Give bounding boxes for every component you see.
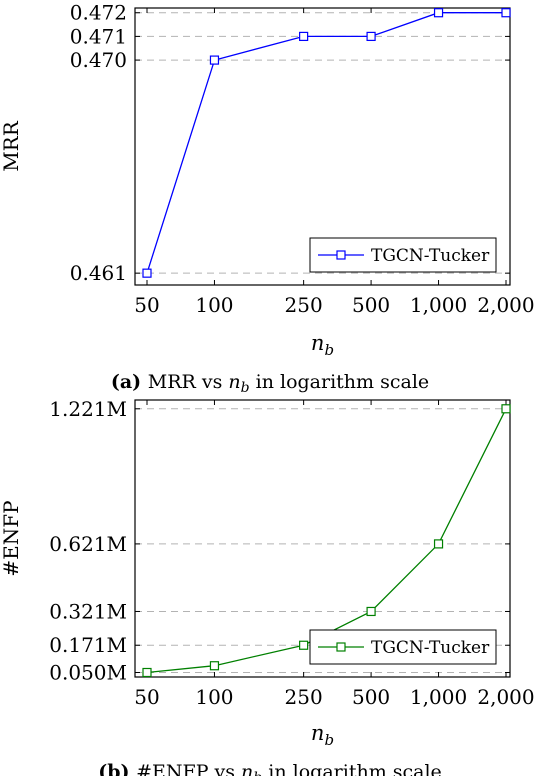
y-tick-label: 0.171M — [49, 633, 127, 657]
x-tick-label: 100 — [195, 293, 233, 317]
x-tick-label: 1,000 — [410, 293, 467, 317]
x-tick-label: 100 — [195, 685, 233, 709]
figure-caption: (a) MRR vs nb in logarithm scale — [111, 371, 429, 396]
x-tick-label: 50 — [134, 685, 159, 709]
x-tick-label: 50 — [134, 293, 159, 317]
x-tick-label: 250 — [285, 685, 323, 709]
x-axis-label: nb — [311, 721, 334, 749]
y-tick-label: 0.472 — [70, 1, 127, 25]
chart-2: 0.050M 0.171M 0.321M 0.621M 1.221M 50 100 250 50… — [0, 397, 534, 776]
legend-label: TGCN-Tucker — [371, 638, 490, 658]
data-point — [366, 606, 376, 617]
y-tick-label: 0.050M — [49, 660, 127, 684]
series-line — [146, 408, 507, 674]
y-tick-label: 1.221M — [49, 397, 127, 421]
figure-caption: (b) #ENFP vs nb in logarithm scale — [98, 761, 442, 776]
x-tick-label: 250 — [285, 293, 323, 317]
y-tick-label: 0.461 — [70, 261, 127, 285]
legend-marker — [336, 642, 346, 652]
legend-label: TGCN-Tucker — [371, 246, 490, 266]
data-point — [209, 661, 220, 671]
data-point — [209, 55, 220, 65]
series-line — [146, 12, 506, 274]
x-axis-label: nb — [311, 331, 334, 359]
x-tick-label: 2,000 — [477, 685, 534, 709]
data-point — [501, 404, 511, 414]
y-tick-label: 0.471 — [70, 24, 127, 48]
x-tick-label: 500 — [352, 293, 390, 317]
x-tick-label: 1,000 — [410, 685, 467, 709]
legend: TGCN-Tucker — [309, 237, 497, 273]
y-tick-label: 0.321M — [49, 599, 127, 623]
y-axis-label: #ENFP — [0, 500, 23, 576]
data-point — [433, 8, 444, 18]
plot-frame — [134, 399, 511, 678]
data-point — [142, 667, 152, 678]
data-point — [366, 31, 376, 42]
data-point — [299, 640, 309, 650]
data-point — [142, 268, 152, 278]
data-point — [433, 539, 444, 549]
x-tick-label: 2,000 — [477, 293, 534, 317]
y-axis-label: MRR — [0, 120, 23, 172]
legend-marker — [336, 250, 346, 260]
legend: TGCN-Tucker — [309, 629, 497, 665]
x-tick-label: 500 — [352, 685, 390, 709]
y-tick-label: 0.621M — [49, 532, 127, 556]
data-point — [501, 8, 511, 18]
plot-frame — [134, 7, 511, 286]
y-tick-label: 0.470 — [70, 48, 127, 72]
data-point — [299, 31, 309, 42]
